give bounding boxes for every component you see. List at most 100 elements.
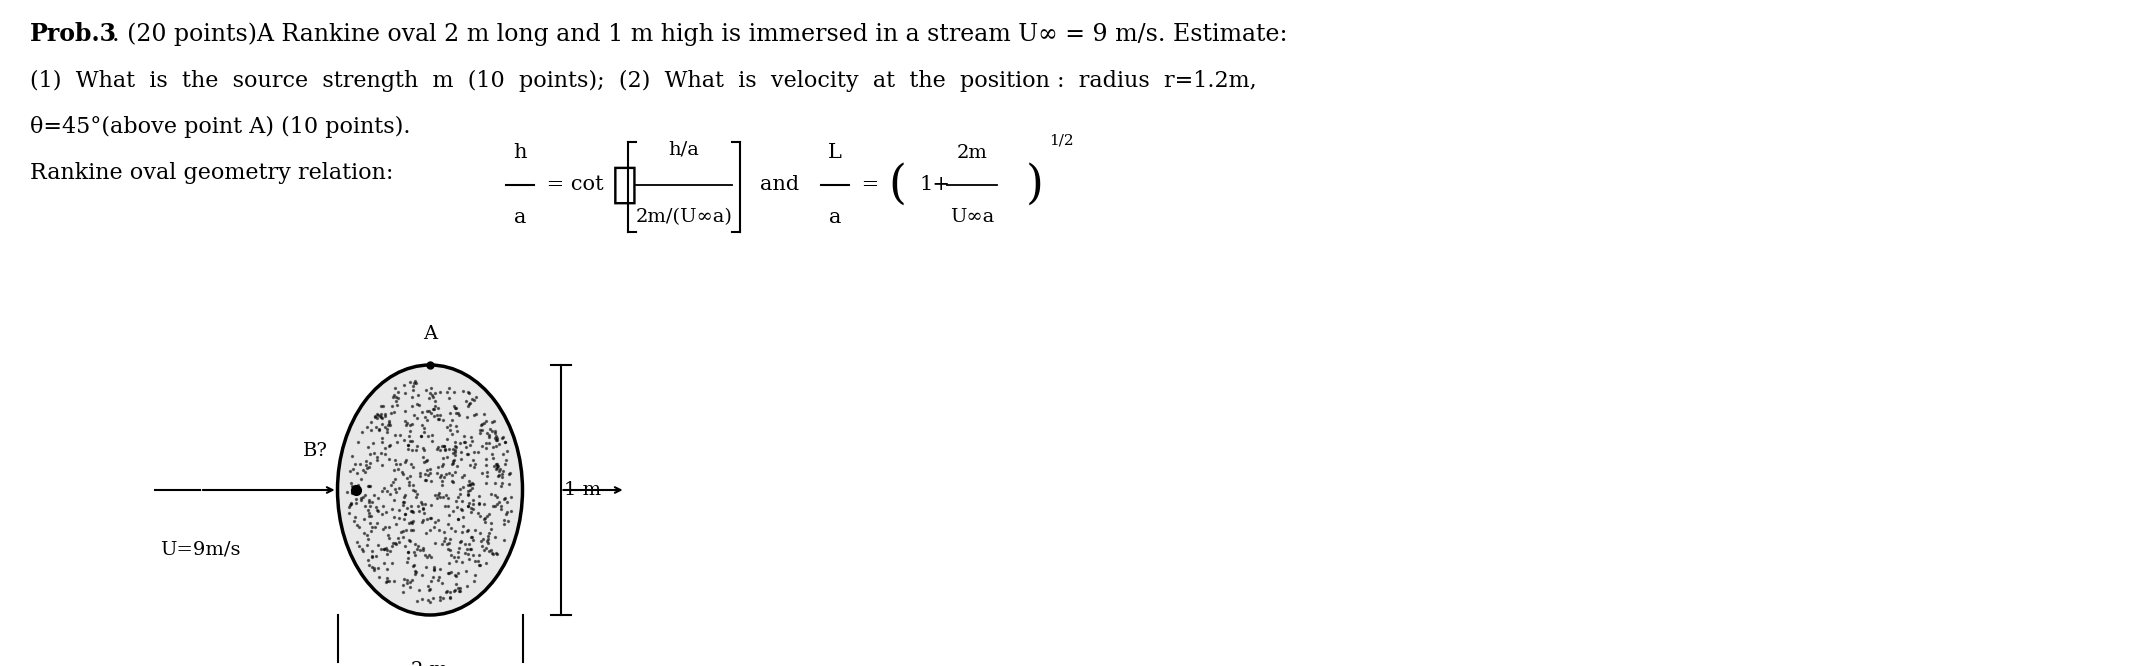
- Point: [379, 455, 413, 466]
- Point: [353, 497, 387, 507]
- Point: [441, 552, 475, 563]
- Point: [460, 508, 495, 519]
- Point: [493, 492, 527, 502]
- Point: [402, 505, 437, 516]
- Point: [409, 384, 443, 395]
- Point: [355, 424, 389, 435]
- Point: [458, 392, 493, 402]
- Point: [478, 500, 512, 511]
- Point: [396, 506, 430, 517]
- Point: [424, 595, 458, 605]
- Point: [417, 396, 452, 406]
- Point: [452, 486, 486, 496]
- Point: [387, 541, 422, 551]
- Text: Prob.3: Prob.3: [30, 22, 116, 46]
- Point: [469, 467, 503, 478]
- Point: [391, 518, 426, 529]
- Point: [411, 513, 445, 524]
- Text: 1/2: 1/2: [1050, 134, 1073, 148]
- Point: [409, 528, 443, 539]
- Point: [424, 461, 458, 472]
- Point: [355, 497, 389, 507]
- Point: [398, 492, 432, 502]
- Point: [407, 426, 441, 437]
- Point: [372, 440, 407, 450]
- Point: [484, 503, 518, 514]
- Point: [473, 509, 508, 519]
- Point: [480, 463, 514, 474]
- Point: [437, 455, 471, 466]
- Point: [400, 595, 435, 606]
- Point: [351, 533, 385, 544]
- Point: [372, 454, 407, 465]
- Point: [394, 505, 428, 516]
- Point: [333, 478, 368, 488]
- Point: [368, 448, 402, 459]
- Point: [376, 495, 411, 505]
- Text: (: (: [888, 163, 906, 208]
- Text: L: L: [828, 143, 841, 162]
- Point: [396, 515, 430, 526]
- Point: [381, 512, 415, 523]
- Point: [359, 455, 394, 466]
- Point: [346, 527, 381, 538]
- Point: [450, 501, 484, 511]
- Point: [353, 480, 387, 491]
- Point: [478, 428, 512, 439]
- Point: [415, 593, 450, 603]
- Point: [422, 490, 456, 500]
- Point: [338, 511, 372, 522]
- Point: [450, 442, 484, 452]
- Point: [439, 442, 473, 452]
- Point: [355, 561, 389, 572]
- Point: [486, 515, 521, 525]
- Point: [437, 525, 471, 536]
- Text: 2m/(U∞a): 2m/(U∞a): [635, 208, 733, 226]
- Point: [379, 458, 413, 469]
- Point: [439, 556, 473, 567]
- Point: [409, 562, 443, 573]
- Point: [467, 534, 501, 545]
- Point: [435, 415, 469, 426]
- Point: [488, 436, 523, 447]
- Point: [462, 499, 497, 509]
- Point: [355, 525, 389, 536]
- Text: = cot: = cot: [540, 176, 604, 194]
- Point: [394, 426, 428, 436]
- Point: [480, 461, 514, 472]
- Point: [469, 427, 503, 438]
- Point: [441, 408, 475, 419]
- Point: [391, 376, 426, 387]
- Point: [353, 481, 387, 492]
- Point: [366, 543, 400, 554]
- Point: [480, 548, 514, 559]
- Point: [435, 549, 469, 560]
- Point: [348, 460, 383, 470]
- Point: [359, 452, 394, 463]
- Point: [458, 409, 493, 420]
- Point: [344, 474, 379, 484]
- Point: [422, 414, 456, 424]
- Point: [462, 490, 497, 501]
- Point: [366, 523, 400, 534]
- Point: [454, 543, 488, 554]
- Point: [355, 550, 389, 561]
- Point: [387, 492, 422, 502]
- Point: [385, 497, 419, 507]
- Point: [473, 426, 508, 437]
- Point: [462, 425, 497, 436]
- Point: [402, 468, 437, 478]
- Point: [351, 555, 385, 565]
- Point: [426, 472, 460, 482]
- Point: [372, 440, 407, 451]
- Point: [482, 470, 516, 480]
- Point: [454, 478, 488, 488]
- Point: [437, 386, 471, 397]
- Point: [486, 448, 521, 459]
- Point: [364, 486, 398, 497]
- Point: [348, 500, 383, 511]
- Point: [404, 431, 439, 442]
- Point: [424, 539, 458, 549]
- Point: [443, 438, 478, 448]
- Point: [407, 452, 441, 463]
